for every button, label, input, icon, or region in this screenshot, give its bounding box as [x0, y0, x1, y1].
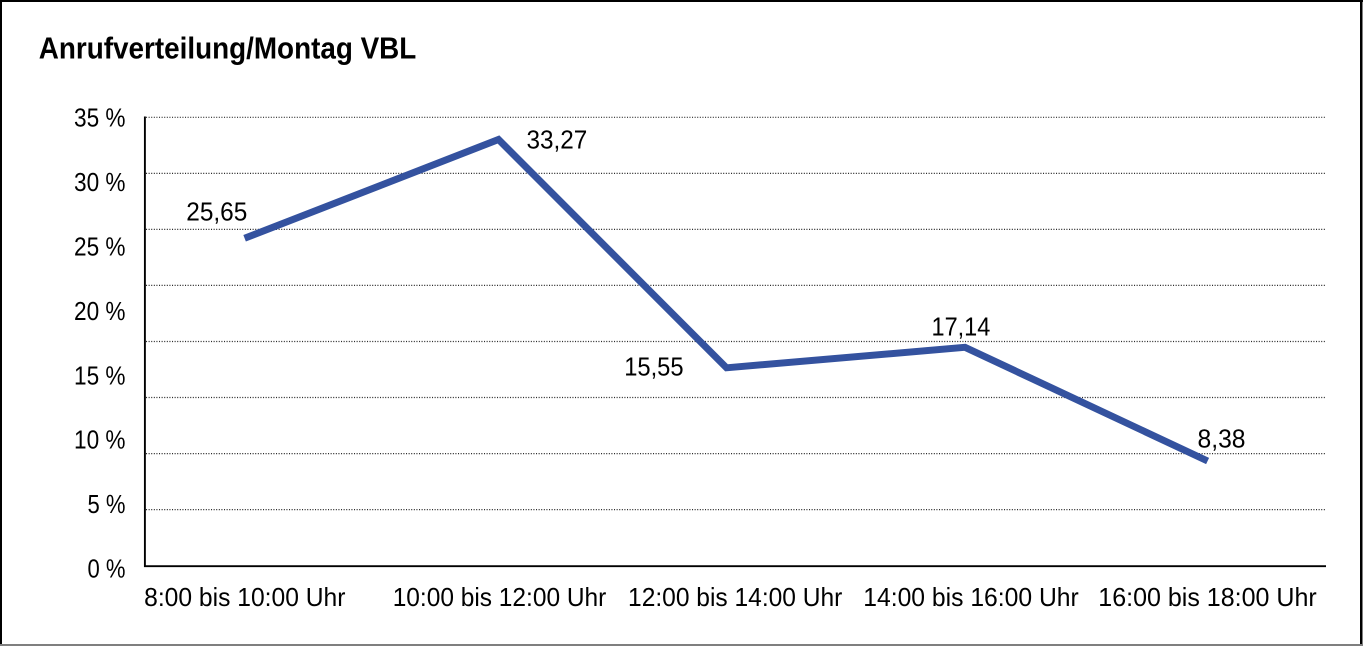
svg-text:8,38: 8,38: [1198, 423, 1246, 453]
svg-text:15 %: 15 %: [74, 360, 126, 390]
svg-text:Anrufverteilung/Montag VBL: Anrufverteilung/Montag VBL: [39, 30, 417, 65]
svg-text:14:00 bis 16:00 Uhr: 14:00 bis 16:00 Uhr: [863, 582, 1079, 612]
svg-text:17,14: 17,14: [932, 312, 991, 342]
svg-text:25 %: 25 %: [74, 231, 126, 261]
svg-text:8:00 bis 10:00 Uhr: 8:00 bis 10:00 Uhr: [144, 582, 346, 612]
svg-text:15,55: 15,55: [624, 352, 683, 382]
svg-text:12:00 bis 14:00 Uhr: 12:00 bis 14:00 Uhr: [628, 582, 843, 612]
svg-text:16:00 bis 18:00 Uhr: 16:00 bis 18:00 Uhr: [1098, 582, 1317, 612]
svg-text:25,65: 25,65: [186, 196, 247, 226]
svg-text:20 %: 20 %: [74, 296, 126, 326]
svg-text:30 %: 30 %: [74, 167, 126, 197]
svg-text:0 %: 0 %: [88, 554, 126, 584]
svg-text:35 %: 35 %: [74, 103, 126, 133]
svg-text:33,27: 33,27: [527, 124, 588, 154]
svg-text:5 %: 5 %: [88, 489, 126, 519]
svg-text:10 %: 10 %: [74, 425, 126, 455]
svg-text:10:00 bis 12:00 Uhr: 10:00 bis 12:00 Uhr: [393, 582, 607, 612]
